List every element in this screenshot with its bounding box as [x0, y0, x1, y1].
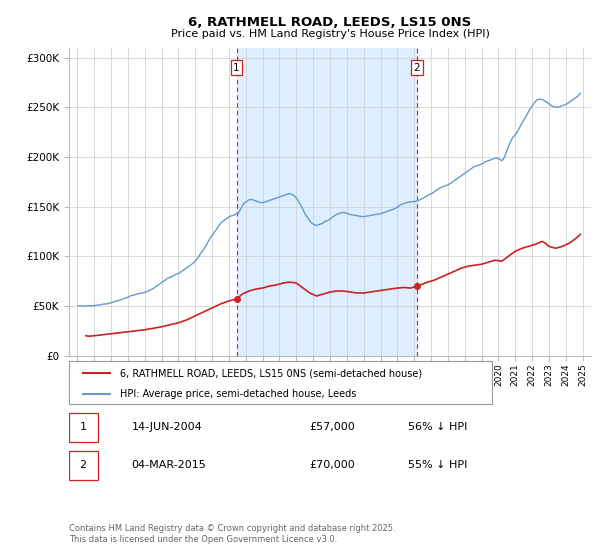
Text: 6, RATHMELL ROAD, LEEDS, LS15 0NS (semi-detached house): 6, RATHMELL ROAD, LEEDS, LS15 0NS (semi-…	[120, 368, 422, 378]
Text: 55% ↓ HPI: 55% ↓ HPI	[409, 460, 467, 470]
Text: 1: 1	[80, 422, 86, 432]
Bar	[236, 48, 417, 356]
FancyBboxPatch shape	[69, 451, 98, 480]
FancyBboxPatch shape	[69, 361, 492, 404]
Text: 2: 2	[414, 63, 421, 73]
Text: 04-MAR-2015: 04-MAR-2015	[131, 460, 206, 470]
Text: 14-JUN-2004: 14-JUN-2004	[131, 422, 202, 432]
Text: 1: 1	[233, 63, 240, 73]
Text: 56% ↓ HPI: 56% ↓ HPI	[409, 422, 467, 432]
Text: 6, RATHMELL ROAD, LEEDS, LS15 0NS: 6, RATHMELL ROAD, LEEDS, LS15 0NS	[188, 16, 472, 29]
Text: £57,000: £57,000	[309, 422, 355, 432]
Text: 2: 2	[80, 460, 86, 470]
Text: Price paid vs. HM Land Registry's House Price Index (HPI): Price paid vs. HM Land Registry's House …	[170, 29, 490, 39]
Text: £70,000: £70,000	[309, 460, 355, 470]
Text: Contains HM Land Registry data © Crown copyright and database right 2025.
This d: Contains HM Land Registry data © Crown c…	[69, 524, 395, 544]
FancyBboxPatch shape	[69, 413, 98, 442]
Text: HPI: Average price, semi-detached house, Leeds: HPI: Average price, semi-detached house,…	[120, 389, 356, 399]
